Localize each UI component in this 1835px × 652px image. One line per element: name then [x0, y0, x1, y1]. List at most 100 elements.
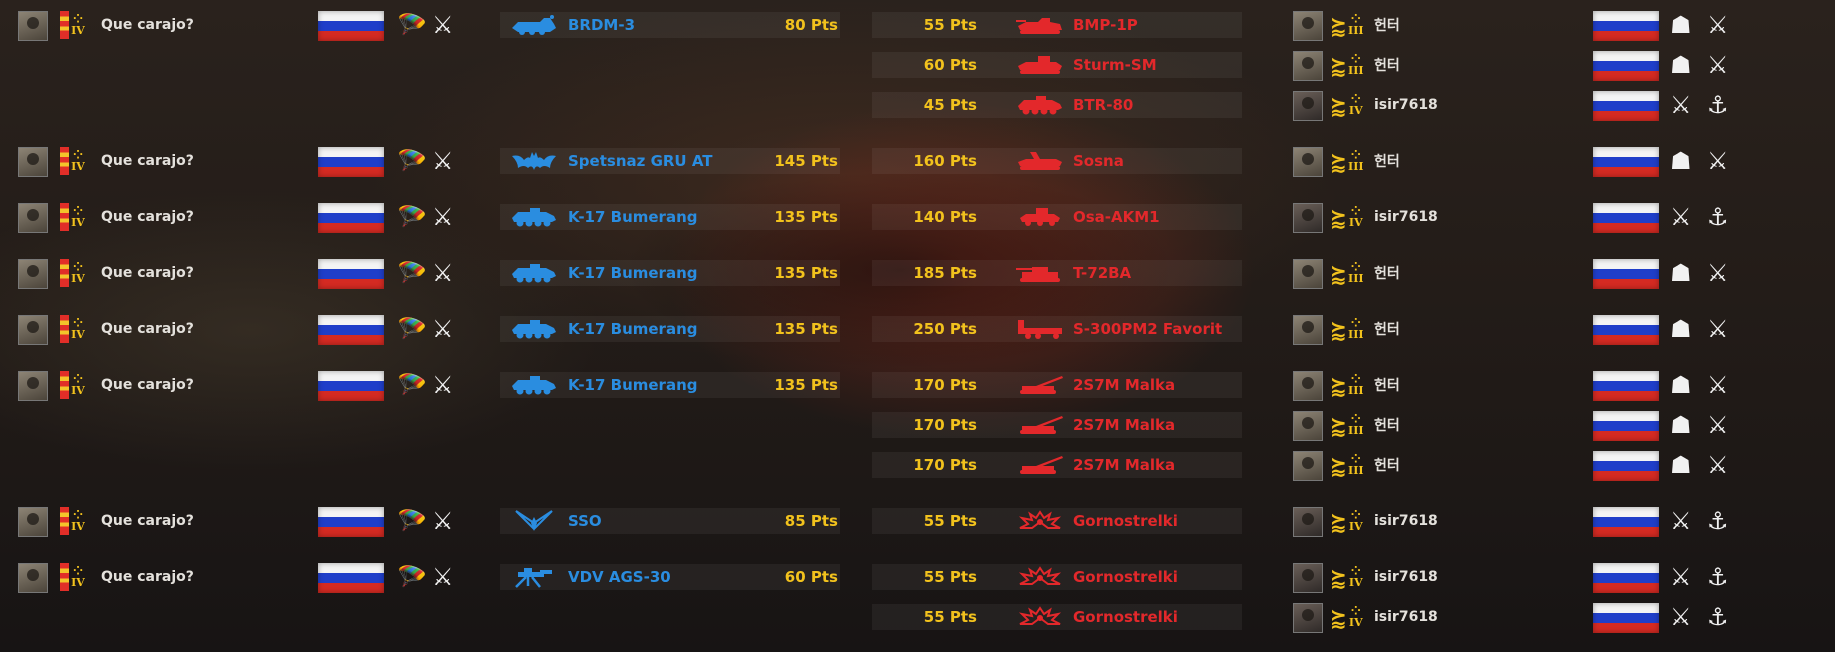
player-name[interactable]: isir7618 — [1374, 569, 1438, 585]
unit-name: K-17 Bumerang — [568, 320, 698, 338]
unit-name: Osa-AKM1 — [1073, 208, 1160, 226]
player-avatar — [1293, 411, 1323, 441]
player-avatar — [1293, 11, 1323, 41]
player-name[interactable]: isir7618 — [1374, 97, 1438, 113]
player-avatar[interactable] — [18, 201, 48, 233]
player-name[interactable]: Que carajo? — [101, 17, 194, 33]
rank-level: IV — [71, 24, 85, 37]
anchor-icon: ⚓ — [1707, 91, 1729, 119]
player-name[interactable]: Que carajo? — [101, 377, 194, 393]
player-avatar[interactable] — [1293, 409, 1323, 441]
rank-ribbon-icon — [60, 371, 69, 399]
division-icon: 🪂 — [397, 505, 427, 537]
player-name[interactable]: 헌터 — [1374, 378, 1400, 394]
player-name[interactable]: 헌터 — [1374, 58, 1400, 74]
player-name[interactable]: Que carajo? — [101, 321, 194, 337]
unit-points: 185 Pts — [913, 264, 977, 282]
player-avatar — [18, 147, 48, 177]
player-avatar[interactable] — [18, 505, 48, 537]
division-icon: ⚔ — [1707, 9, 1729, 41]
rank-level: IV — [1348, 616, 1363, 629]
player-avatar[interactable] — [1293, 49, 1323, 81]
rank-level: III — [1348, 160, 1364, 173]
player-avatar[interactable] — [1293, 505, 1323, 537]
player-avatar[interactable] — [1293, 449, 1323, 481]
artillery-icon — [1020, 416, 1063, 434]
player-avatar[interactable] — [1293, 313, 1323, 345]
row-highlight — [872, 412, 1242, 438]
row-highlight — [500, 260, 840, 286]
player-avatar[interactable] — [1293, 145, 1323, 177]
beret-icon: ☗ — [1670, 147, 1692, 175]
rank-insignia: ⪸ ⁘ IV — [1330, 89, 1365, 121]
unit-name: 2S7M Malka — [1073, 416, 1176, 434]
parachute-icon: 🪂 — [397, 11, 427, 39]
player-name[interactable]: Que carajo? — [101, 513, 194, 529]
player-avatar[interactable] — [1293, 257, 1323, 289]
player-name[interactable]: 헌터 — [1374, 458, 1400, 474]
crossed-weapons-icon: ⚔ — [432, 259, 454, 287]
player-avatar[interactable] — [1293, 369, 1323, 401]
player-avatar[interactable] — [18, 369, 48, 401]
player-avatar[interactable] — [1293, 89, 1323, 121]
parachute-icon: 🪂 — [397, 507, 427, 535]
player-name[interactable]: 헌터 — [1374, 154, 1400, 170]
crossed-weapons-icon: ⚔ — [432, 11, 454, 39]
player-name[interactable]: 헌터 — [1374, 322, 1400, 338]
unit-icon — [1016, 9, 1064, 41]
crossed-weapons-icon: ⚔ — [1707, 147, 1729, 175]
rank-insignia: ⪸ ⁘ III — [1330, 257, 1365, 289]
player-avatar — [1293, 451, 1323, 481]
crossed-weapons-icon: ⚔ — [432, 315, 454, 343]
player-avatar — [1293, 315, 1323, 345]
division-icon: ☗ — [1670, 449, 1692, 481]
player-avatar — [1293, 371, 1323, 401]
rank-level: IV — [71, 216, 85, 229]
player-name[interactable]: isir7618 — [1374, 513, 1438, 529]
player-avatar[interactable] — [1293, 201, 1323, 233]
grenade-launcher-icon — [515, 568, 552, 588]
player-avatar[interactable] — [18, 257, 48, 289]
player-avatar[interactable] — [18, 561, 48, 593]
nation-flag — [318, 505, 384, 537]
player-name[interactable]: Que carajo? — [101, 209, 194, 225]
player-name[interactable]: 헌터 — [1374, 418, 1400, 434]
division-icon: ⚔ — [432, 313, 454, 345]
player-name[interactable]: Que carajo? — [101, 265, 194, 281]
player-name[interactable]: isir7618 — [1374, 609, 1438, 625]
rank-ribbon-icon — [60, 203, 69, 231]
unit-name: Gornostrelki — [1073, 608, 1178, 626]
division-icon: ⚔ — [1670, 505, 1692, 537]
row-highlight — [872, 564, 1242, 590]
player-avatar[interactable] — [18, 313, 48, 345]
player-avatar[interactable] — [1293, 9, 1323, 41]
rank-dots-icon: ⁘ — [72, 372, 84, 386]
bat-icon — [512, 152, 556, 170]
player-name[interactable]: 헌터 — [1374, 266, 1400, 282]
row-highlight — [872, 604, 1242, 630]
player-avatar — [18, 203, 48, 233]
division-icon: ☗ — [1670, 145, 1692, 177]
player-name[interactable]: 헌터 — [1374, 18, 1400, 34]
unit-icon — [510, 369, 558, 401]
infantry-emblem-icon — [1018, 606, 1062, 625]
rank-level: IV — [1348, 104, 1363, 117]
player-avatar[interactable] — [1293, 601, 1323, 633]
player-name[interactable]: isir7618 — [1374, 209, 1438, 225]
player-name[interactable]: Que carajo? — [101, 153, 194, 169]
player-name[interactable]: Que carajo? — [101, 569, 194, 585]
unit-points: 170 Pts — [913, 376, 977, 394]
player-avatar[interactable] — [18, 145, 48, 177]
sergeant-chevron-icon: ⪸ — [1330, 565, 1347, 589]
sergeant-chevron-icon: ⪸ — [1330, 413, 1347, 437]
crossed-weapons-icon: ⚔ — [1670, 563, 1692, 591]
player-avatar[interactable] — [18, 9, 48, 41]
row-highlight — [872, 452, 1242, 478]
division-icon: ⚓ — [1707, 561, 1729, 593]
player-avatar[interactable] — [1293, 561, 1323, 593]
crossed-weapons-icon: ⚔ — [432, 203, 454, 231]
matchup-row: 45 Pts BTR-80 ⪸ ⁘ IV isir7618 ⚔ ⚓ — [0, 89, 1835, 121]
unit-points: 135 Pts — [774, 208, 838, 226]
unit-points: 135 Pts — [774, 264, 838, 282]
crossed-weapons-icon: ⚔ — [432, 563, 454, 591]
